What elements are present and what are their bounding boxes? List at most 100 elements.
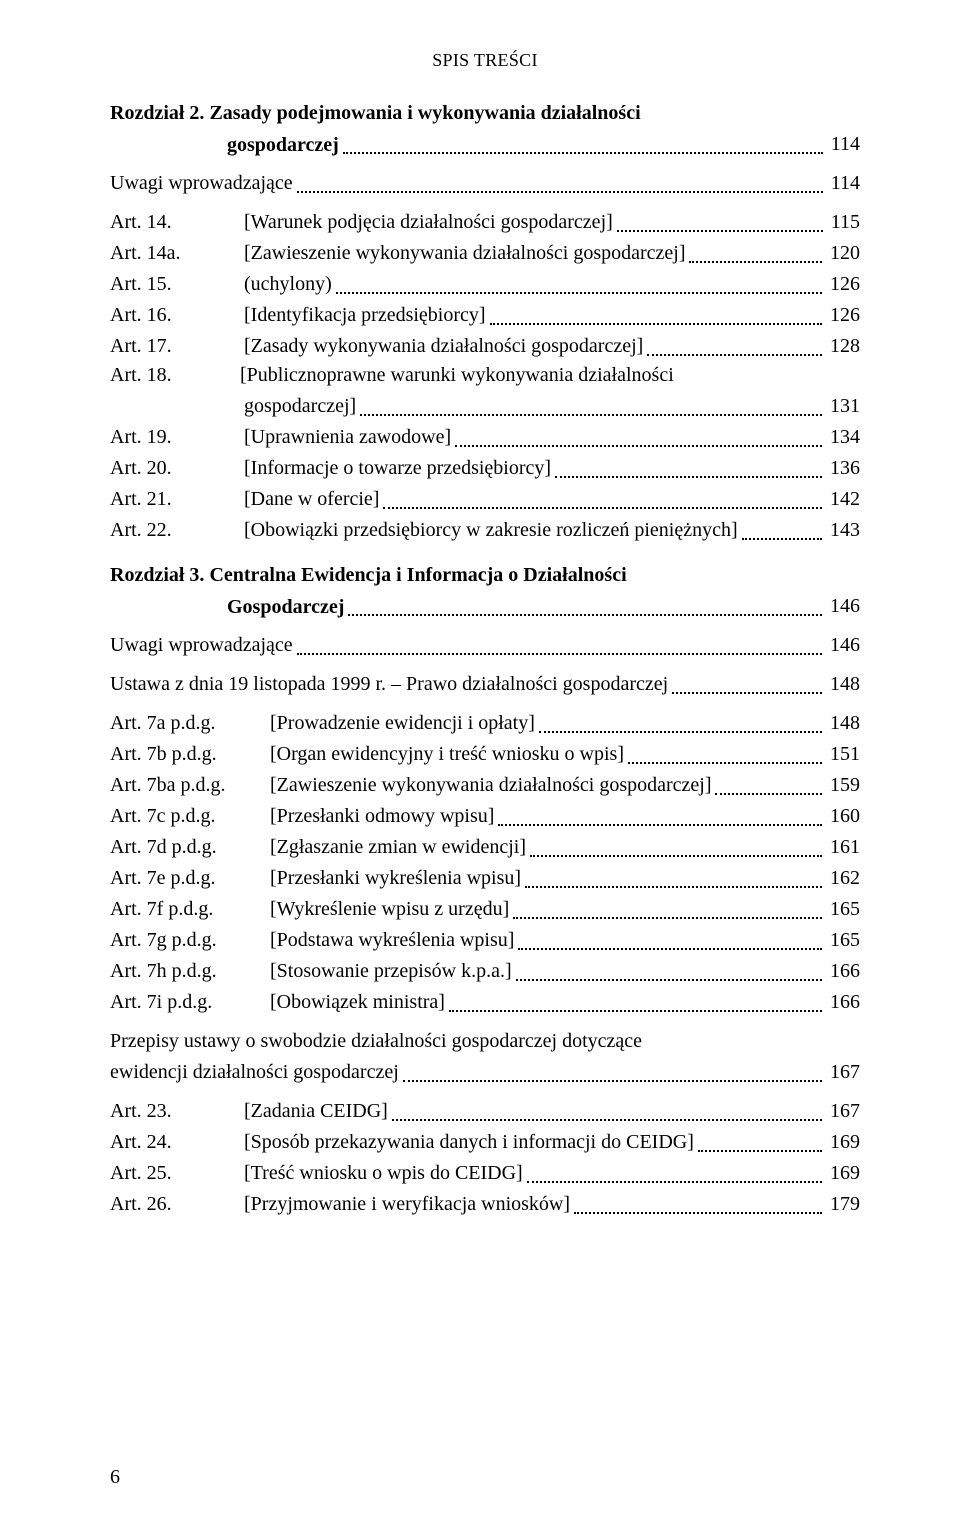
chapter-2-prefix: Rozdział 2. [110, 102, 209, 124]
article-page: 167 [826, 1097, 860, 1126]
article-title: [Zawieszenie wykonywania działalności go… [240, 239, 685, 268]
article-title: [Obowiązek ministra] [266, 988, 445, 1017]
ch2-articles-group-b: Art. 19.[Uprawnienia zawodowe]134Art. 20… [110, 423, 860, 545]
article-label: Art. 7ba p.d.g. [110, 771, 266, 800]
article-label: Art. 7f p.d.g. [110, 895, 266, 924]
toc-row: Art. 19.[Uprawnienia zawodowe]134 [110, 423, 860, 452]
leader-dots [498, 823, 822, 826]
ch2-intro-row: Uwagi wprowadzające 114 [110, 169, 860, 198]
leader-dots [742, 537, 822, 540]
leader-dots [455, 444, 822, 447]
ch3-intro-label: Uwagi wprowadzające [110, 631, 293, 660]
leader-dots [490, 322, 822, 325]
leader-dots [715, 792, 822, 795]
leader-dots [360, 413, 822, 416]
leader-dots [689, 260, 822, 263]
article-page: 162 [826, 864, 860, 893]
article-label: Art. 26. [110, 1190, 240, 1219]
article-page: 166 [826, 988, 860, 1017]
toc-row: Art. 7h p.d.g.[Stosowanie przepisów k.p.… [110, 957, 860, 986]
article-label: Art. 19. [110, 423, 240, 452]
leader-dots [617, 229, 823, 232]
leader-dots [297, 652, 822, 655]
chapter-3-prefix: Rozdział 3. [110, 564, 209, 586]
chapter-2-title-line2: gospodarczej [110, 131, 339, 159]
article-title: [Stosowanie przepisów k.p.a.] [266, 957, 512, 986]
ch3-statute-page: 148 [826, 670, 860, 699]
article-title: [Zasady wykonywania działalności gospoda… [240, 332, 643, 361]
ch3-statute-row: Ustawa z dnia 19 listopada 1999 r. – Pra… [110, 670, 860, 699]
leader-dots [525, 885, 822, 888]
article-title: [Uprawnienia zawodowe] [240, 423, 451, 452]
article-title: [Przesłanki odmowy wpisu] [266, 802, 494, 831]
leader-dots [574, 1211, 822, 1214]
leader-dots [297, 190, 823, 193]
page-number: 6 [110, 1466, 120, 1489]
article-label: Art. 15. [110, 270, 240, 299]
ch3-transition-line1: Przepisy ustawy o swobodzie działalności… [110, 1027, 860, 1056]
article-page: 115 [827, 208, 860, 237]
article-title: [Prowadzenie ewidencji i opłaty] [266, 709, 535, 738]
leader-dots [449, 1009, 822, 1012]
article-page: 142 [826, 485, 860, 514]
article-label: Art. 7e p.d.g. [110, 864, 266, 893]
article-label: Art. 7h p.d.g. [110, 957, 266, 986]
toc-row: Art. 7c p.d.g.[Przesłanki odmowy wpisu]1… [110, 802, 860, 831]
art-18-label: Art. 18. [110, 361, 240, 390]
leader-dots [383, 506, 822, 509]
toc-row: Art. 17.[Zasady wykonywania działalności… [110, 332, 860, 361]
article-label: Art. 24. [110, 1128, 240, 1157]
article-page: 161 [826, 833, 860, 862]
article-page: 143 [826, 516, 860, 545]
article-label: Art. 14. [110, 208, 240, 237]
article-title: [Dane w ofercie] [240, 485, 379, 514]
ch3-transition-page: 167 [826, 1058, 860, 1087]
leader-dots [348, 613, 822, 616]
article-title: [Wykreślenie wpisu z urzędu] [266, 895, 509, 924]
article-title: [Przesłanki wykreślenia wpisu] [266, 864, 521, 893]
leader-dots [530, 854, 822, 857]
leader-dots [672, 691, 822, 694]
article-title: [Warunek podjęcia działalności gospodarc… [240, 208, 613, 237]
toc-row: Art. 21.[Dane w ofercie] 142 [110, 485, 860, 514]
toc-row: Art. 15.(uchylony)126 [110, 270, 860, 299]
ch3-pdg-articles: Art. 7a p.d.g.[Prowadzenie ewidencji i o… [110, 709, 860, 1017]
toc-row: Art. 14.[Warunek podjęcia działalności g… [110, 208, 860, 237]
chapter-2-heading: Rozdział 2. Zasady podejmowania i wykony… [110, 99, 860, 159]
art-18-title-line1: [Publicznoprawne warunki wykonywania dzi… [240, 364, 674, 386]
article-page: 136 [826, 454, 860, 483]
article-page: 169 [826, 1159, 860, 1188]
toc-row: Art. 7g p.d.g.[Podstawa wykreślenia wpis… [110, 926, 860, 955]
ch3-transition-line2: ewidencji działalności gospodarczej [110, 1058, 399, 1087]
article-title: [Treść wniosku o wpis do CEIDG] [240, 1159, 523, 1188]
ch2-articles-group-a: Art. 14.[Warunek podjęcia działalności g… [110, 208, 860, 361]
article-page: 128 [826, 332, 860, 361]
toc-row: Art. 7a p.d.g.[Prowadzenie ewidencji i o… [110, 709, 860, 738]
art-18-title-line2: gospodarczej] [110, 392, 356, 421]
chapter-3-heading: Rozdział 3. Centralna Ewidencja i Inform… [110, 561, 860, 621]
article-title: [Identyfikacja przedsiębiorcy] [240, 301, 486, 330]
leader-dots [392, 1118, 822, 1121]
article-title: [Obowiązki przedsiębiorcy w zakresie roz… [240, 516, 738, 545]
chapter-3-title-line2: Gospodarczej [110, 593, 344, 621]
ch2-intro-label: Uwagi wprowadzające [110, 169, 293, 198]
toc-row: Art. 7ba p.d.g.[Zawieszenie wykonywania … [110, 771, 860, 800]
article-label: Art. 7i p.d.g. [110, 988, 266, 1017]
leader-dots [527, 1180, 822, 1183]
article-page: 160 [826, 802, 860, 831]
toc-row: Art. 23.[Zadania CEIDG]167 [110, 1097, 860, 1126]
ch3-articles: Art. 23.[Zadania CEIDG]167Art. 24.[Sposó… [110, 1097, 860, 1219]
leader-dots [336, 291, 822, 294]
leader-dots [647, 353, 822, 356]
chapter-3-page: 146 [826, 592, 860, 621]
article-label: Art. 23. [110, 1097, 240, 1126]
article-page: 126 [826, 270, 860, 299]
toc-row: Art. 7d p.d.g.[Zgłaszanie zmian w ewiden… [110, 833, 860, 862]
article-page: 159 [826, 771, 860, 800]
toc-row: Art. 20.[Informacje o towarze przedsiębi… [110, 454, 860, 483]
leader-dots [539, 730, 822, 733]
art-18-row: Art. 18.[Publicznoprawne warunki wykonyw… [110, 361, 860, 421]
article-label: Art. 21. [110, 485, 240, 514]
toc-row: Art. 22.[Obowiązki przedsiębiorcy w zakr… [110, 516, 860, 545]
article-page: 179 [826, 1190, 860, 1219]
